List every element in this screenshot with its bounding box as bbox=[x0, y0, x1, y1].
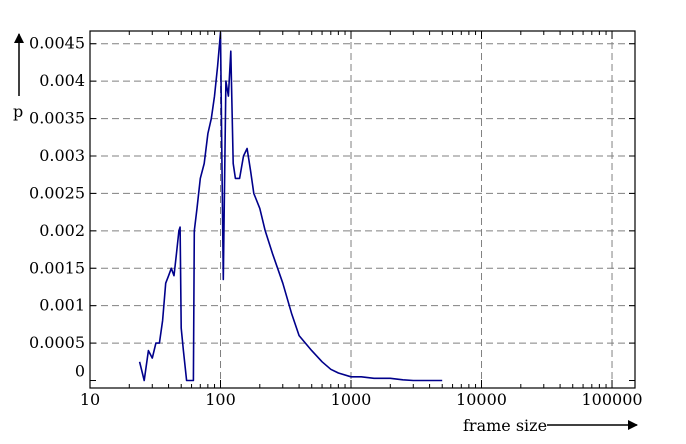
y-tick-label: 0.0025 bbox=[29, 183, 85, 202]
x-tick-label: 100 bbox=[205, 390, 236, 409]
series-group bbox=[138, 31, 443, 382]
tick-labels: 0 0.0005 0.001 0.0015 0.002 0.0025 0.003 0.0035… bbox=[29, 34, 643, 409]
y-tick-label: 0 bbox=[75, 362, 85, 381]
plot-background bbox=[90, 31, 635, 388]
x-axis-label: frame size bbox=[463, 416, 547, 435]
y-axis-label: p bbox=[13, 102, 23, 121]
ticks bbox=[89, 31, 635, 388]
y-tick-label: 0.0015 bbox=[29, 258, 85, 277]
series-line bbox=[138, 31, 443, 382]
x-tick-label: 10 bbox=[80, 390, 100, 409]
y-tick-label: 0.0045 bbox=[29, 34, 85, 53]
y-tick-label: 0.0005 bbox=[29, 333, 85, 352]
y-tick-label: 0.004 bbox=[39, 71, 85, 90]
y-tick-label: 0.001 bbox=[39, 296, 85, 315]
y-tick-label: 0.002 bbox=[39, 221, 85, 240]
plot-frame bbox=[89, 30, 636, 389]
x-tick-label: 1000 bbox=[331, 390, 372, 409]
y-tick-label: 0.003 bbox=[39, 146, 85, 165]
y-tick-label: 0.0035 bbox=[29, 109, 85, 128]
x-tick-label: 10000 bbox=[456, 390, 507, 409]
x-tick-label: 100000 bbox=[581, 390, 642, 409]
